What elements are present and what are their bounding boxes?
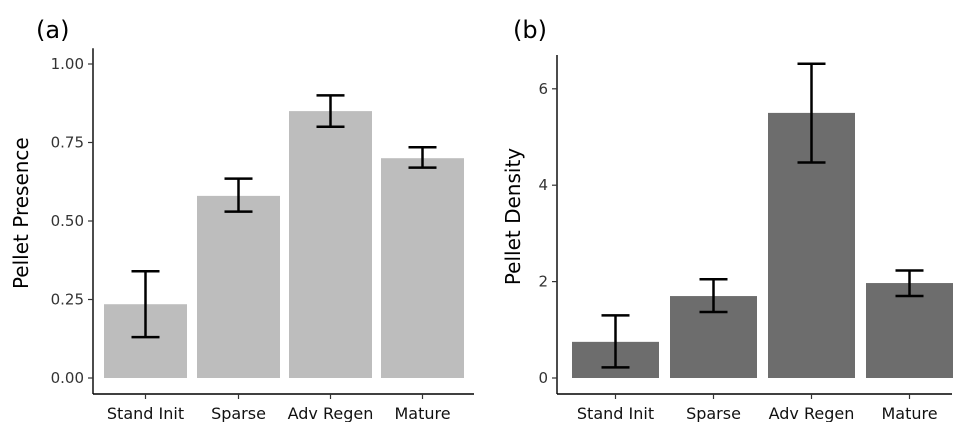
y-tick-label: 0 (538, 369, 548, 387)
y-tick-label: 0.75 (51, 134, 84, 152)
y-tick-label: 0.25 (51, 291, 84, 309)
y-tick-label: 1.00 (51, 55, 84, 73)
x-tick-label: Mature (394, 404, 450, 422)
y-tick-label: 4 (538, 176, 548, 194)
x-tick-label: Adv Regen (769, 404, 855, 422)
error-bar (316, 94, 345, 129)
bar (866, 283, 953, 378)
y-tick-label: 6 (538, 80, 548, 98)
chart-panel-2: (b) Pellet Density 0 2 4 6 Stand Init Sparse Adv… (501, 16, 953, 422)
error-bar (601, 314, 630, 369)
error-bar (131, 269, 160, 339)
error-bar (408, 145, 437, 169)
panel-label: (a) (36, 16, 69, 44)
x-tick-label: Adv Regen (288, 404, 374, 422)
bar (289, 111, 372, 378)
panel-label: (b) (513, 16, 547, 44)
x-tick-label: Stand Init (107, 404, 184, 422)
error-bar (797, 62, 826, 164)
y-axis-title: Pellet Density (501, 148, 525, 285)
error-bar (224, 177, 253, 213)
bar (381, 158, 464, 378)
x-tick-label: Mature (881, 404, 937, 422)
y-tick-label: 0.00 (51, 369, 84, 387)
y-axis-title: Pellet Presence (9, 137, 33, 289)
error-bar (895, 269, 924, 298)
chart-panel-1: (a) Pellet Presence 0.00 0.25 0.50 0.75 1.00 St… (9, 16, 474, 422)
x-tick-label: Sparse (211, 404, 266, 422)
bar (197, 195, 280, 378)
error-bar (699, 277, 728, 314)
y-tick-label: 0.50 (51, 212, 84, 230)
x-tick-label: Stand Init (577, 404, 654, 422)
y-tick-label: 2 (538, 273, 548, 291)
x-tick-label: Sparse (686, 404, 741, 422)
